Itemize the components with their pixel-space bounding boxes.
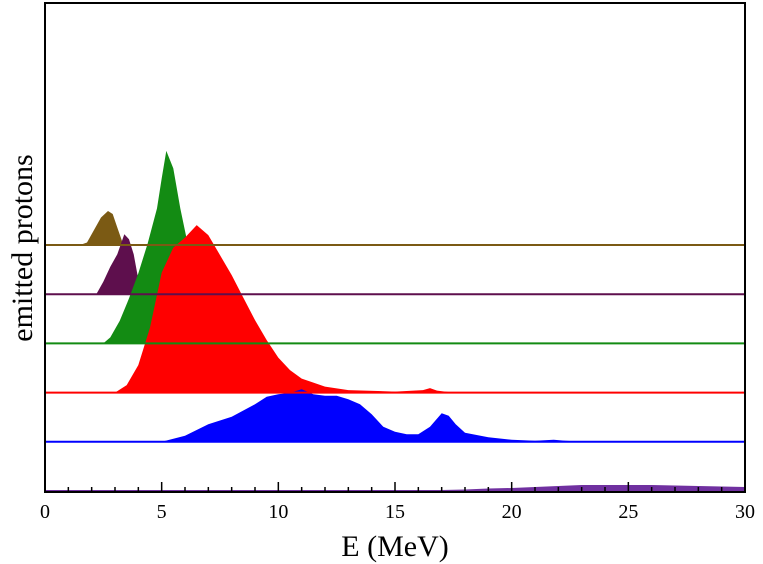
series-area-3 [45,225,745,393]
x-tick-label: 15 [385,501,405,523]
series-area-2 [45,150,745,344]
x-tick-label: 20 [502,501,522,523]
tick-layer [44,482,746,492]
x-axis-title: E (MeV) [341,530,448,563]
x-tick-label: 30 [735,501,755,523]
tick-label-layer: 0 5 10 15 20 25 30 [40,501,755,523]
y-axis-title: emitted protons [6,154,39,341]
x-tick-label: 5 [157,501,167,523]
series-area-0 [45,211,745,245]
series-area-4 [45,389,745,442]
series-area-5 [45,485,745,491]
x-tick-label: 25 [618,501,638,523]
series-area-1 [45,234,745,295]
baseline-layer [45,244,745,492]
x-tick-label: 10 [268,501,288,523]
series-layer [45,150,745,491]
x-tick-label: 0 [40,501,50,523]
